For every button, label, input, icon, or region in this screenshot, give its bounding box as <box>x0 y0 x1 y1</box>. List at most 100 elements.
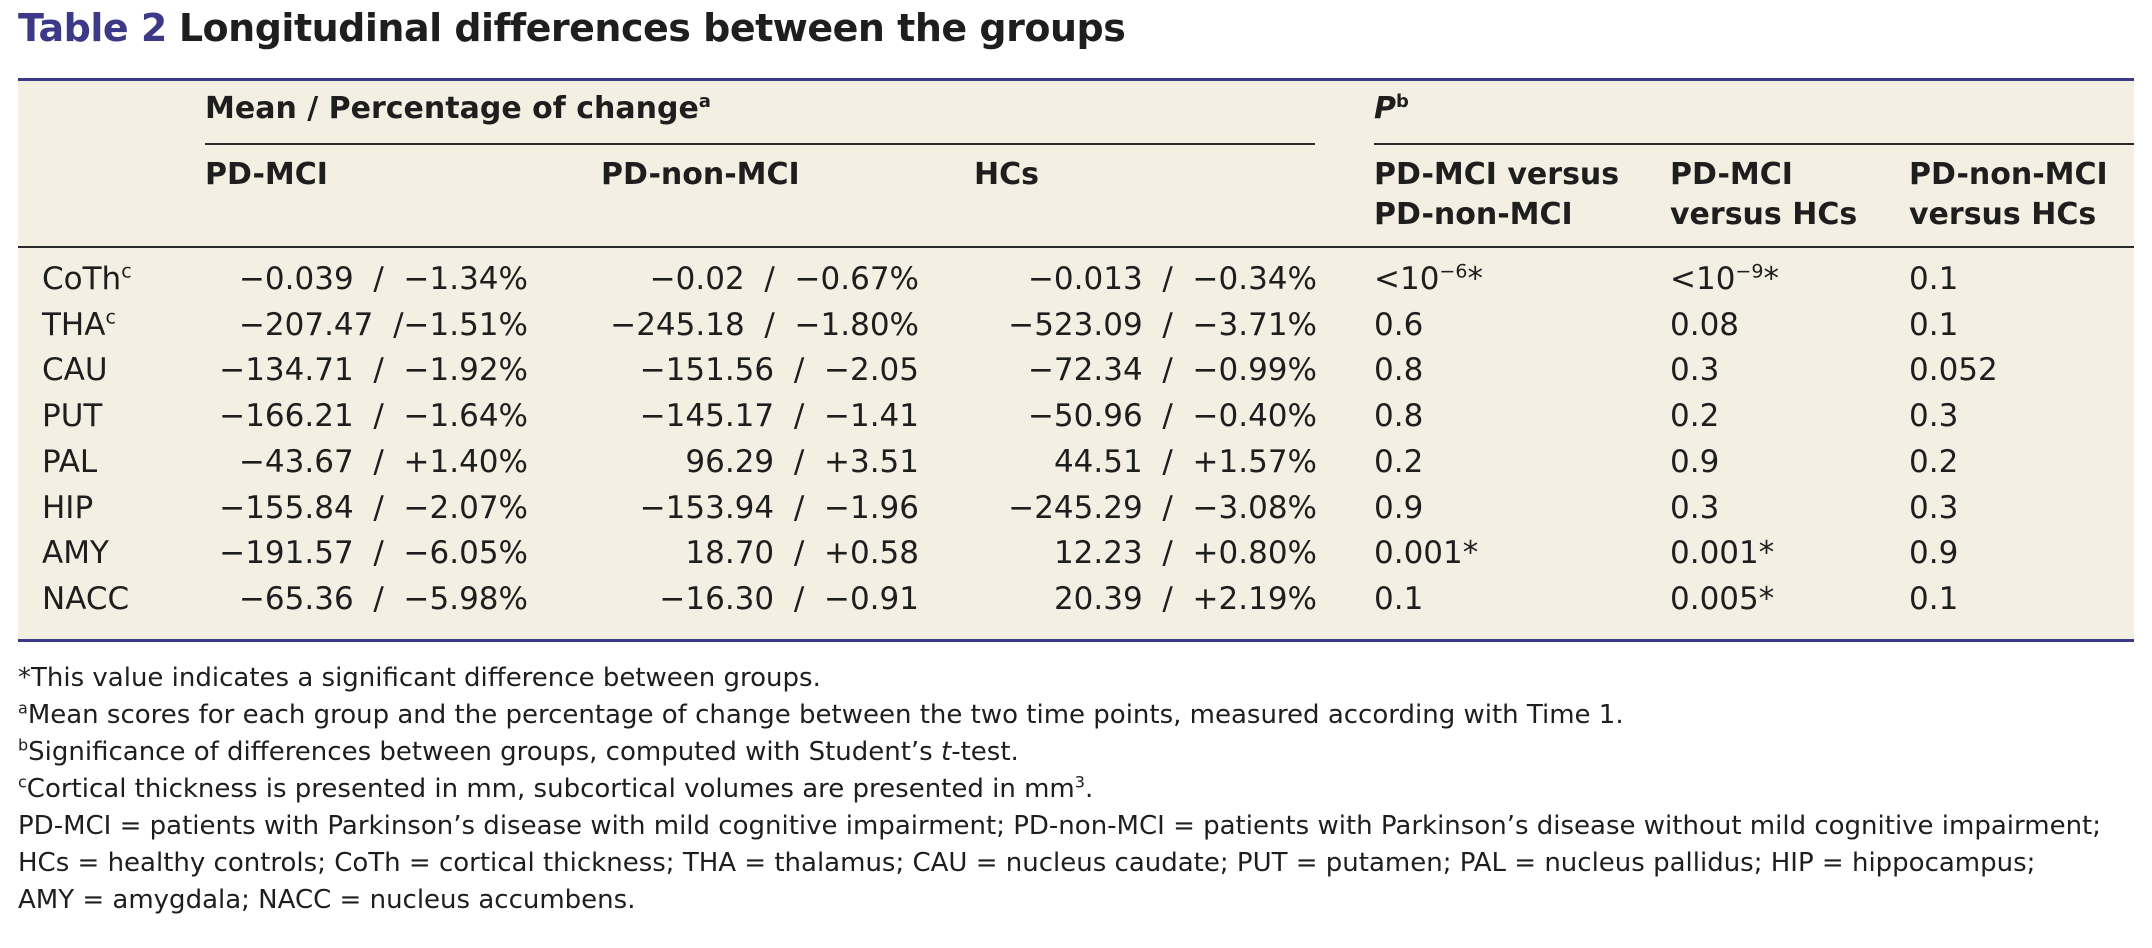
footnote-star: *This value indicates a significant diff… <box>18 663 821 693</box>
cell-p2-value: 0.3 <box>1670 352 1720 388</box>
cell-hcs: −72.34 / −0.99% <box>1027 352 1317 388</box>
footnote-a-mark: a <box>18 698 28 718</box>
cell-p3: 0.1 <box>1909 305 1958 345</box>
col-header-pdnonmci: PD-non-MCI <box>601 157 800 192</box>
cell-hcs: −0.013 / −0.34% <box>1027 261 1317 297</box>
row-label: PUT <box>42 396 102 436</box>
header-p-group: Pb <box>1374 89 1409 129</box>
cell-hcs: −50.96 / −0.40% <box>1027 398 1317 434</box>
footnote-c-sup: 3 <box>1074 772 1085 792</box>
cell-pdmci: −134.71 / −1.92% <box>219 352 528 388</box>
footnote-b-mark: b <box>18 735 29 755</box>
cell-p2: 0.08 <box>1670 305 1739 345</box>
cell-p3: 0.9 <box>1909 533 1958 573</box>
cell-hcs: 44.51 / +1.57% <box>1053 444 1317 480</box>
header-mean-group: Mean / Percentage of changea <box>205 89 711 129</box>
col-header-pdmci: PD-MCI <box>205 157 328 192</box>
cell-p2: 0.3 <box>1670 488 1719 528</box>
cell-p2: 0.2 <box>1670 396 1719 436</box>
cell-pdnonmci: −16.30 / −0.91 <box>659 581 919 617</box>
cell-pdnonmci: −245.18 / −1.80% <box>610 307 919 343</box>
row-label: THAc <box>42 305 116 345</box>
cell-hcs: 12.23 / +0.80% <box>1053 535 1317 571</box>
cell-p3-value: 0.1 <box>1909 307 1959 343</box>
cell-pdnonmci: 96.29 / +3.51 <box>685 444 919 480</box>
cell-p1: 0.8 <box>1374 350 1423 390</box>
cell-hcs: 20.39 / +2.19% <box>1053 581 1317 617</box>
footnote-b-t: t <box>941 737 952 767</box>
table-number: Table 2 <box>18 6 167 50</box>
cell-pdmci: −43.67 / +1.40% <box>238 444 528 480</box>
col-header-p2-line1: PD-MCI <box>1670 157 1793 192</box>
header-mean-text: Mean / Percentage of change <box>205 91 699 126</box>
row-label-text: THA <box>42 307 106 343</box>
row-label-text: PAL <box>42 444 98 480</box>
cell-p3-value: 0.9 <box>1909 535 1959 571</box>
cell-pdmci: −155.84 / −2.07% <box>219 490 528 526</box>
cell-p2-value: 0.001* <box>1670 535 1775 571</box>
cell-p2-value: 0.9 <box>1670 444 1720 480</box>
row-label-text: AMY <box>42 535 109 571</box>
cell-p1: <10−6* <box>1374 259 1483 299</box>
cell-p2-value: 0.005* <box>1670 581 1775 617</box>
cell-hcs: −245.29 / −3.08% <box>1008 490 1317 526</box>
abbreviations-line-3: AMY = amygdala; NACC = nucleus accumbens… <box>18 885 636 915</box>
row-label: CAU <box>42 350 108 390</box>
cell-p1-value: <10 <box>1374 261 1440 297</box>
col-header-p1-line1: PD-MCI versus <box>1374 157 1620 192</box>
cell-pdnonmci: −0.02 / −0.67% <box>649 261 919 297</box>
cell-p1-value: 0.1 <box>1374 581 1424 617</box>
cell-pdnonmci: 18.70 / +0.58 <box>685 535 919 571</box>
footnote-a-text: Mean scores for each group and the perce… <box>27 700 1624 730</box>
cell-pdmci: −65.36 / −5.98% <box>238 581 528 617</box>
cell-p1: 0.6 <box>1374 305 1423 345</box>
cell-p3-value: 0.2 <box>1909 444 1959 480</box>
cell-p1: 0.8 <box>1374 396 1423 436</box>
cell-p3-value: 0.3 <box>1909 490 1959 526</box>
cell-p2-value: <10 <box>1670 261 1736 297</box>
table-caption: Longitudinal differences between the gro… <box>178 6 1126 50</box>
cell-p1-value: 0.8 <box>1374 398 1424 434</box>
col-header-p1-line2: PD-non-MCI <box>1374 197 1573 232</box>
cell-p1-value: 0.8 <box>1374 352 1424 388</box>
row-label-text: CoTh <box>42 261 122 297</box>
abbreviations-line-1: PD-MCI = patients with Parkinson’s disea… <box>18 811 2102 841</box>
cell-pdnonmci: −153.94 / −1.96 <box>639 490 919 526</box>
cell-p2: <10−9* <box>1670 259 1779 299</box>
cell-p3: 0.2 <box>1909 442 1958 482</box>
cell-p3-value: 0.1 <box>1909 261 1959 297</box>
cell-pdmci: −191.57 / −6.05% <box>219 535 528 571</box>
row-label-text: NACC <box>42 581 130 617</box>
cell-p2-value: 0.08 <box>1670 307 1740 343</box>
footnote-a: aMean scores for each group and the perc… <box>18 697 1624 734</box>
cell-pdmci: −207.47 /−1.51% <box>238 307 528 343</box>
table-title: Table 2 Longitudinal differences between … <box>18 6 1126 50</box>
cell-p3: 0.1 <box>1909 579 1958 619</box>
cell-p1: 0.9 <box>1374 488 1423 528</box>
cell-p1-star: * <box>1467 261 1483 297</box>
cell-pdmci: −0.039 / −1.34% <box>238 261 528 297</box>
footnote-b-end: -test. <box>951 737 1019 767</box>
row-label: HIP <box>42 488 93 528</box>
footnote-c-mark: c <box>18 772 27 792</box>
cell-p3-value: 0.052 <box>1909 352 1998 388</box>
cell-p1: 0.001* <box>1374 533 1478 573</box>
row-label-text: PUT <box>42 398 103 434</box>
cell-p1-value: 0.6 <box>1374 307 1424 343</box>
cell-pdmci: −166.21 / −1.64% <box>219 398 528 434</box>
row-label: PAL <box>42 442 97 482</box>
footnote-c: cCortical thickness is presented in mm, … <box>18 771 1093 808</box>
cell-p2-value: 0.3 <box>1670 490 1720 526</box>
header-rule <box>18 246 2134 248</box>
cell-p2: 0.3 <box>1670 350 1719 390</box>
cell-pdnonmci: −145.17 / −1.41 <box>639 398 919 434</box>
header-p-text: P <box>1374 91 1396 126</box>
col-header-p3-line1: PD-non-MCI <box>1909 157 2108 192</box>
cell-p1-value: 0.001* <box>1374 535 1479 571</box>
cell-p3: 0.3 <box>1909 396 1958 436</box>
cell-p3: 0.3 <box>1909 488 1958 528</box>
cell-p2-star: * <box>1763 261 1779 297</box>
cell-p1-exponent: −6 <box>1439 260 1468 283</box>
cell-p3: 0.1 <box>1909 259 1958 299</box>
cell-p2: 0.005* <box>1670 579 1774 619</box>
